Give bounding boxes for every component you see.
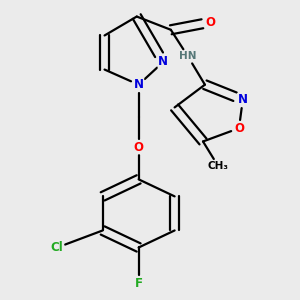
Text: CH₃: CH₃ xyxy=(208,161,229,171)
Text: O: O xyxy=(134,141,144,154)
Text: N: N xyxy=(134,78,144,91)
Text: N: N xyxy=(158,56,168,68)
Text: O: O xyxy=(234,122,244,135)
Text: O: O xyxy=(206,16,216,29)
Text: HN: HN xyxy=(179,51,196,61)
Text: Cl: Cl xyxy=(51,241,64,254)
Text: N: N xyxy=(238,93,248,106)
Text: F: F xyxy=(135,277,142,290)
